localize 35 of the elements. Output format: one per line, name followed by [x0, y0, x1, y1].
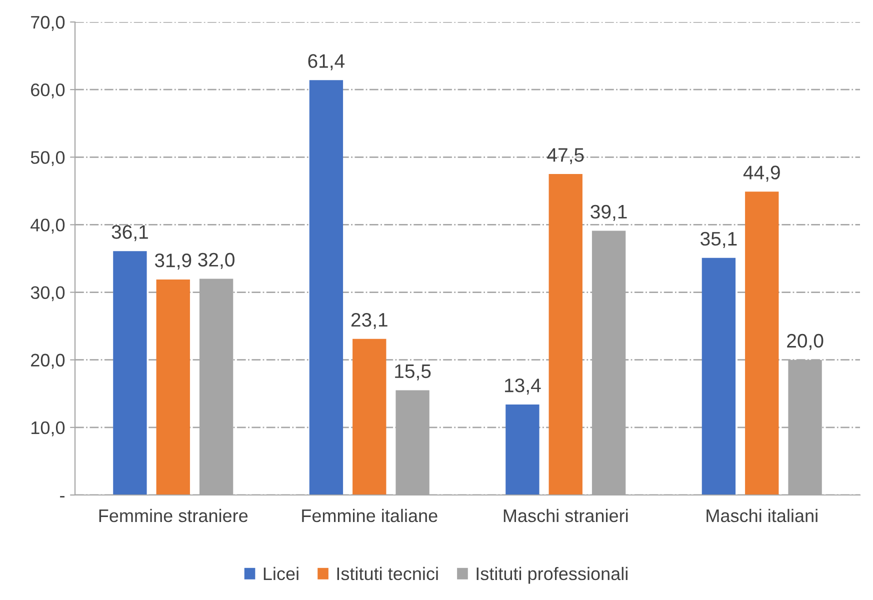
legend-label: Licei: [264, 566, 298, 580]
data-label: 23,1: [351, 312, 388, 330]
bar: [702, 258, 736, 495]
x-tick-label: Femmine straniere: [99, 508, 248, 522]
legend-label: Istituti professionali: [476, 566, 628, 584]
legend-label: Istituti tecnici: [337, 566, 438, 580]
y-tick-label: 60,0: [31, 84, 65, 98]
data-label: 36,1: [112, 225, 148, 242]
y-tick-label: 30,0: [30, 286, 65, 302]
data-label: 39,1: [590, 204, 627, 221]
bar: [156, 279, 190, 495]
data-label: 44,9: [743, 166, 780, 182]
data-label: 15,5: [395, 364, 431, 380]
bar: [548, 174, 582, 495]
y-tick-label: -: [60, 496, 64, 498]
data-label: 31,9: [154, 254, 192, 270]
bar: [352, 338, 386, 495]
bar: [113, 251, 147, 495]
y-tick-label: 10,0: [32, 421, 65, 436]
data-label: 47,5: [547, 148, 584, 164]
data-label: 35,1: [700, 232, 737, 248]
bar: [745, 192, 779, 495]
x-tick-label: Maschi italiani: [706, 508, 818, 522]
data-label: 20,0: [787, 334, 824, 350]
data-label: 32,0: [198, 252, 234, 269]
bar: [506, 404, 540, 495]
y-tick-label: 20,0: [31, 354, 65, 369]
bar: [309, 80, 344, 495]
data-label: 13,4: [505, 378, 541, 395]
y-tick-label: 40,0: [30, 218, 65, 234]
data-label: 61,4: [308, 54, 345, 70]
y-tick-label: 70,0: [31, 16, 65, 31]
x-tick-label: Femmine italiane: [302, 508, 438, 522]
y-tick-label: 50,0: [30, 151, 65, 166]
x-tick-label: Maschi stranieri: [504, 508, 628, 522]
